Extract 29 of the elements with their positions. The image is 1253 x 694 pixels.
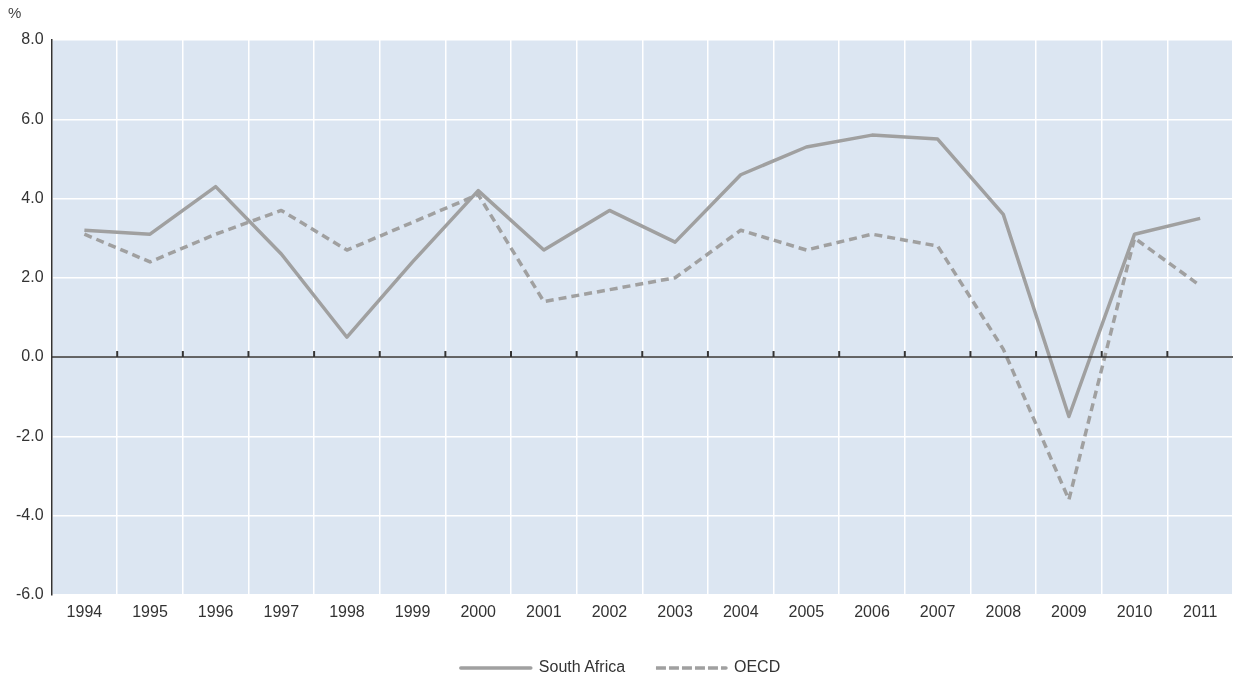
y-tick-label: 2.0 (21, 268, 44, 286)
x-tick-label: 1999 (394, 602, 431, 620)
x-tick-label: 2001 (526, 602, 562, 620)
x-tick-label: 2003 (657, 602, 693, 620)
y-tick-label: 0.0 (21, 347, 44, 365)
x-tick-label: 2009 (1051, 602, 1087, 620)
x-tick-label: 1997 (263, 602, 300, 620)
y-tick-label: 8.0 (21, 30, 44, 48)
y-axis-title: % (8, 3, 22, 21)
x-tick-label: 1998 (329, 602, 365, 620)
legend-label: South Africa (538, 658, 626, 676)
y-tick-label: -6.0 (15, 585, 44, 603)
y-tick-label: -4.0 (15, 505, 44, 523)
y-tick-label: 4.0 (21, 188, 44, 206)
legend-label: OECD (733, 658, 781, 676)
x-tick-label: 2005 (788, 602, 825, 620)
x-tick-label: 2000 (460, 602, 497, 620)
x-tick-label: 2011 (1182, 602, 1218, 620)
x-tick-label: 2006 (854, 602, 890, 620)
x-tick-label: 2007 (919, 602, 956, 620)
x-tick-label: 2008 (985, 602, 1022, 620)
x-tick-label: 1994 (66, 602, 103, 620)
x-tick-label: 2004 (722, 602, 759, 620)
x-tick-label: 1996 (197, 602, 234, 620)
x-tick-label: 2002 (591, 602, 628, 620)
x-tick-label: 2010 (1116, 602, 1153, 620)
y-tick-label: 6.0 (21, 109, 44, 127)
x-tick-label: 1995 (132, 602, 168, 620)
y-tick-label: -2.0 (15, 426, 44, 444)
